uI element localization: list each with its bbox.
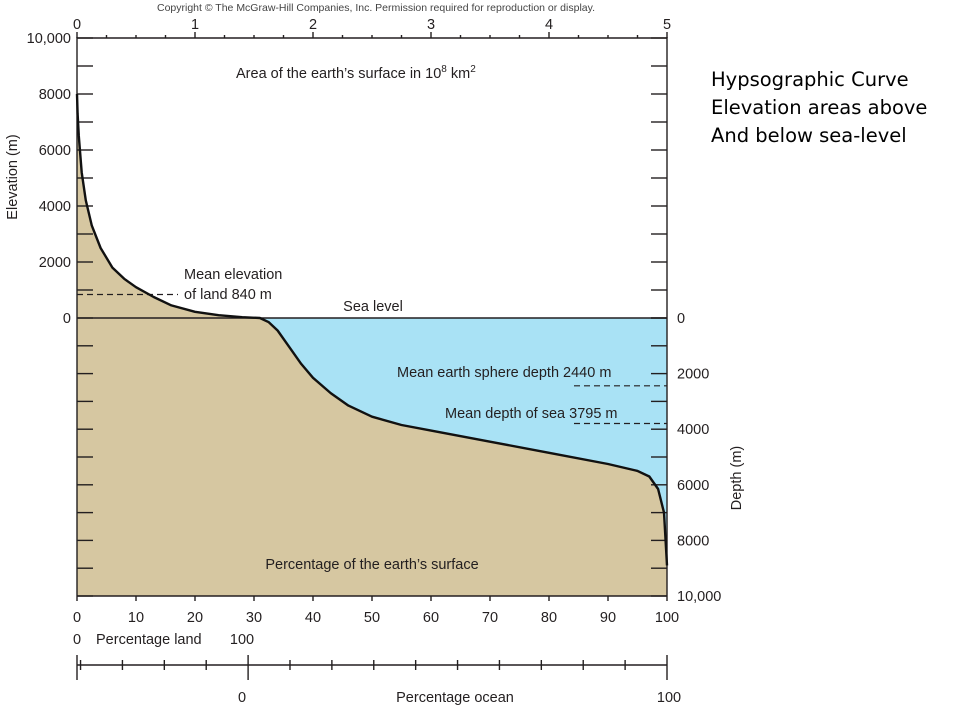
x-axis-label: Percentage of the earth’s surface bbox=[265, 557, 478, 573]
bottom-tick-label: 50 bbox=[364, 610, 380, 626]
right-tick-label: 8000 bbox=[677, 533, 709, 549]
copyright-text: Copyright © The McGraw-Hill Companies, I… bbox=[157, 2, 595, 14]
ocean-tick-100: 100 bbox=[657, 690, 681, 706]
bottom-tick-label: 60 bbox=[423, 610, 439, 626]
sea-level-label: Sea level bbox=[343, 299, 403, 315]
left-tick-label: 2000 bbox=[39, 255, 71, 271]
left-tick-label: 10,000 bbox=[27, 31, 71, 47]
hypsographic-curve-line bbox=[75, 93, 669, 566]
left-tick-label: 8000 bbox=[39, 87, 71, 103]
bottom-tick-label: 0 bbox=[73, 610, 81, 626]
bottom-tick-label: 20 bbox=[187, 610, 203, 626]
bottom-tick-label: 10 bbox=[128, 610, 144, 626]
right-tick-label: 2000 bbox=[677, 367, 709, 383]
bottom-tick-label: 80 bbox=[541, 610, 557, 626]
top-ticks: 0 1 2 3 4 5 bbox=[73, 17, 671, 38]
mean-sea-label: Mean depth of sea 3795 m bbox=[445, 406, 618, 422]
top-tick-label: 4 bbox=[545, 17, 553, 33]
land-axis-label: Percentage land bbox=[96, 632, 202, 648]
top-tick-label: 0 bbox=[73, 17, 81, 33]
left-tick-label: 0 bbox=[63, 311, 71, 327]
right-tick-label: 10,000 bbox=[677, 589, 721, 605]
top-tick-label: 2 bbox=[309, 17, 317, 33]
left-tick-label: 4000 bbox=[39, 199, 71, 215]
top-tick-label: 1 bbox=[191, 17, 199, 33]
top-tick-label: 5 bbox=[663, 17, 671, 33]
ocean-tick-0: 0 bbox=[238, 690, 246, 706]
bottom-tick-label: 90 bbox=[600, 610, 616, 626]
bottom-tick-label: 40 bbox=[305, 610, 321, 626]
elevation-axis-label: Elevation (m) bbox=[5, 134, 21, 219]
ocean-axis-ticks bbox=[76, 655, 668, 680]
right-tick-label: 6000 bbox=[677, 478, 709, 494]
top-tick-label: 3 bbox=[427, 17, 435, 33]
ocean-axis-label: Percentage ocean bbox=[396, 690, 514, 706]
bottom-tick-label: 100 bbox=[655, 610, 679, 626]
bottom-ticks: 0 10 20 30 40 50 60 70 80 90 100 bbox=[73, 596, 679, 626]
right-tick-label: 0 bbox=[677, 311, 685, 327]
mean-sphere-label: Mean earth sphere depth 2440 m bbox=[397, 365, 611, 381]
land-area bbox=[77, 94, 667, 596]
top-axis-label: Area of the earth’s surface in 108 km2 bbox=[236, 64, 476, 82]
mean-land-label: Mean elevation bbox=[184, 267, 282, 283]
ocean-area bbox=[259, 318, 667, 566]
mean-land-label-line2: of land 840 m bbox=[184, 287, 272, 303]
bottom-tick-label: 30 bbox=[246, 610, 262, 626]
depth-axis-label: Depth (m) bbox=[729, 446, 745, 510]
right-ticks: 0 2000 4000 6000 8000 10,000 bbox=[651, 37, 721, 605]
land-tick-100: 100 bbox=[230, 632, 254, 648]
bottom-tick-label: 70 bbox=[482, 610, 498, 626]
side-title: Hypsographic Curve Elevation areas above… bbox=[711, 68, 928, 147]
land-tick-0: 0 bbox=[73, 632, 81, 648]
right-tick-label: 4000 bbox=[677, 422, 709, 438]
left-tick-label: 6000 bbox=[39, 143, 71, 159]
